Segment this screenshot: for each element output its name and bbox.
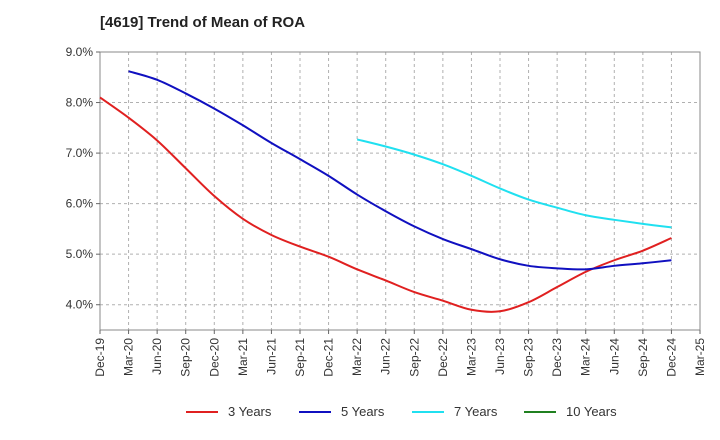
x-tick-label: Mar-21 <box>236 338 250 376</box>
x-tick-label: Dec-24 <box>664 338 678 377</box>
y-tick-label: 9.0% <box>66 45 94 59</box>
chart-title: [4619] Trend of Mean of ROA <box>100 14 306 31</box>
x-tick-label: Jun-23 <box>493 338 507 375</box>
x-tick-label: Mar-24 <box>579 338 593 376</box>
legend-label: 10 Years <box>566 404 617 419</box>
x-tick-label: Mar-23 <box>464 338 478 376</box>
y-tick-label: 7.0% <box>66 146 94 160</box>
x-tick-label: Jun-20 <box>150 338 164 375</box>
x-tick-label: Sep-23 <box>522 338 536 377</box>
legend-label: 7 Years <box>454 404 498 419</box>
x-tick-label: Dec-20 <box>207 338 221 377</box>
legend-swatch <box>412 410 444 413</box>
legend-item-3-years: 3 Years <box>186 404 271 419</box>
x-tick-label: Sep-21 <box>293 338 307 377</box>
x-tick-label: Dec-19 <box>93 338 107 377</box>
x-axis-ticks: Dec-19 Mar-20 Jun-20 Sep-20 Dec-20 Mar-21 Jun-… <box>93 330 707 377</box>
y-tick-label: 8.0% <box>66 96 94 110</box>
x-tick-label: Sep-20 <box>179 338 193 377</box>
plot-frame <box>99 51 701 331</box>
x-tick-label: Dec-23 <box>550 338 564 377</box>
legend-swatch <box>186 410 218 413</box>
legend-swatch <box>299 410 331 413</box>
legend-item-5-years: 5 Years <box>299 404 384 419</box>
x-tick-label: Mar-20 <box>122 338 136 376</box>
y-axis-ticks: 4.0% 5.0% 6.0% 7.0% 8.0% 9.0% <box>66 45 100 312</box>
x-tick-label: Dec-22 <box>436 338 450 377</box>
series-line-5-years <box>128 70 672 271</box>
legend-label: 3 Years <box>228 404 272 419</box>
legend-item-10-years: 10 Years <box>524 404 617 419</box>
legend-item-7-years: 7 Years <box>412 404 497 419</box>
grid <box>100 52 700 330</box>
x-tick-label: Mar-25 <box>693 338 707 376</box>
y-tick-label: 4.0% <box>66 298 94 312</box>
x-tick-label: Jun-22 <box>379 338 393 375</box>
series-line-7-years <box>356 138 672 229</box>
x-tick-label: Dec-21 <box>322 338 336 377</box>
y-tick-label: 6.0% <box>66 197 94 211</box>
series-lines <box>99 70 672 313</box>
x-tick-label: Jun-21 <box>264 338 278 375</box>
legend-swatch <box>524 410 556 413</box>
legend: 3 Years 5 Years 7 Years 10 Years <box>0 404 720 426</box>
y-tick-label: 5.0% <box>66 247 94 261</box>
legend-label: 5 Years <box>341 404 385 419</box>
x-tick-label: Sep-22 <box>407 338 421 377</box>
x-tick-label: Mar-22 <box>350 338 364 376</box>
series-line-3-years <box>99 96 672 313</box>
x-tick-label: Sep-24 <box>636 338 650 377</box>
x-tick-label: Jun-24 <box>607 338 621 375</box>
